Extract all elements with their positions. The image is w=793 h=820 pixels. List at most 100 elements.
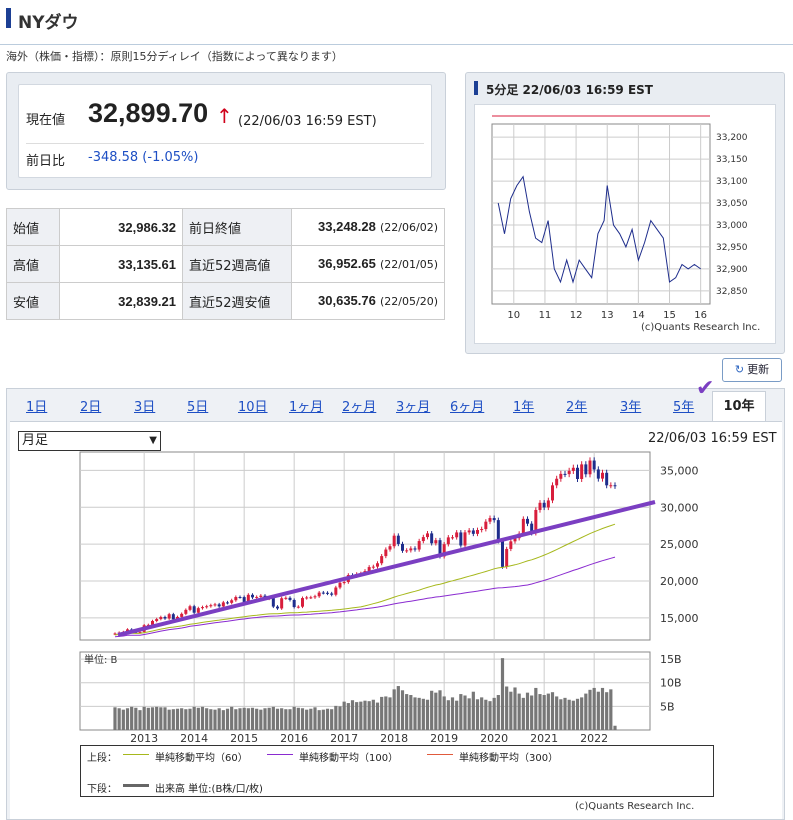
- volume-bar: [513, 687, 517, 730]
- candle-body: [405, 550, 409, 552]
- volume-bar: [317, 710, 321, 730]
- candle-body: [371, 566, 375, 568]
- volume-bar: [446, 700, 450, 730]
- candle-body: [205, 606, 209, 608]
- stat-number: 36,952.65: [318, 256, 376, 271]
- candle-body: [584, 464, 588, 475]
- intraday-x-tick: 11: [539, 310, 552, 321]
- intraday-y-ticks: 33,200 33,150 33,100 33,050 33,000 32,950 32,9…: [716, 133, 748, 297]
- tab-5[interactable]: 1ヶ月: [289, 400, 324, 415]
- volume-bar: [417, 697, 421, 730]
- volume-bar: [346, 703, 350, 730]
- stat-value: 32,839.21: [59, 282, 183, 320]
- year-x-tick: 2014: [180, 732, 208, 745]
- volume-bar: [180, 708, 184, 730]
- volume-bar: [605, 692, 609, 730]
- candle-body: [592, 460, 596, 470]
- volume-bar: [367, 701, 371, 730]
- ma60-line: [114, 523, 616, 636]
- title-bar: [0, 0, 793, 45]
- candle-body: [326, 592, 329, 594]
- price-y-tick: 35,000: [660, 464, 699, 477]
- tab-1[interactable]: 2日: [80, 400, 102, 415]
- volume-bar: [321, 709, 325, 730]
- candle-body: [271, 598, 275, 607]
- volume-bar: [371, 699, 375, 730]
- tab-3[interactable]: 5日: [187, 400, 209, 415]
- ma100-line: [114, 556, 616, 638]
- volume-y-tick: 15B: [660, 653, 682, 666]
- year-x-tick: 2018: [380, 732, 408, 745]
- candle-body: [492, 518, 496, 521]
- candle-body: [309, 597, 313, 599]
- candle-body: [217, 604, 221, 607]
- tab-0[interactable]: 1日: [26, 400, 48, 415]
- volume-bar: [334, 705, 338, 730]
- tab-7[interactable]: 3ヶ月: [396, 400, 431, 415]
- tab-13-active[interactable]: 10年: [712, 391, 766, 422]
- tab-6[interactable]: 2ヶ月: [342, 400, 377, 415]
- chart-legend: 上段： 単純移動平均（60） 単純移動平均（100） 単純移動平均（300） 下…: [80, 745, 714, 797]
- volume-bar: [288, 709, 292, 730]
- intraday-credit: (c)Quants Research Inc.: [641, 322, 760, 333]
- legend-volume-swatch: [123, 784, 149, 787]
- intraday-y-tick: 33,000: [716, 221, 748, 231]
- volume-bar: [309, 708, 313, 730]
- volume-bar: [505, 686, 509, 730]
- candle-body: [284, 597, 288, 599]
- volume-bar: [171, 709, 175, 730]
- interval-select[interactable]: 月足 ▼: [18, 431, 161, 451]
- volume-bar: [134, 707, 138, 730]
- tab-4[interactable]: 10日: [238, 400, 268, 415]
- candle-body: [246, 594, 250, 602]
- candle-body: [538, 502, 542, 510]
- stat-date: (22/06/02): [380, 221, 438, 234]
- tab-8[interactable]: 6ヶ月: [450, 400, 485, 415]
- year-x-tick: 2021: [530, 732, 558, 745]
- volume-bar: [221, 710, 225, 730]
- volume-bar: [330, 709, 334, 730]
- candle-body: [213, 604, 217, 606]
- tab-10[interactable]: 2年: [566, 400, 588, 415]
- volume-bar: [167, 709, 171, 730]
- tab-2[interactable]: 3日: [134, 400, 156, 415]
- tab-11[interactable]: 3年: [620, 400, 642, 415]
- candle-body: [596, 469, 600, 479]
- candle-body: [580, 464, 584, 479]
- candle-body: [305, 597, 309, 599]
- legend-ma60: 単純移動平均（60）: [155, 753, 248, 764]
- volume-bar: [305, 709, 309, 730]
- price-y-tick: 20,000: [660, 575, 699, 588]
- volume-bar: [230, 706, 234, 730]
- candle-body: [159, 616, 163, 620]
- candle-body: [180, 613, 184, 617]
- candle-body: [446, 537, 450, 545]
- candle-body: [471, 530, 475, 534]
- candle-body: [488, 518, 492, 522]
- volume-bar: [196, 707, 200, 730]
- candle-body: [234, 597, 238, 601]
- stats-row: 始値 32,986.32 前日終値 33,248.28 (22/06/02): [6, 208, 445, 246]
- tab-9[interactable]: 1年: [513, 400, 535, 415]
- refresh-icon: ↻: [734, 363, 745, 376]
- volume-bar: [121, 709, 125, 730]
- candle-body: [259, 595, 263, 597]
- candle-body: [513, 538, 517, 542]
- volume-bar: [313, 707, 317, 730]
- year-x-ticks: 2013 2014 2015 2016 2017 2018 2019 2020 2021 2022: [130, 732, 608, 745]
- stats-table: 始値 32,986.32 前日終値 33,248.28 (22/06/02) 高…: [6, 208, 445, 320]
- candle-body: [209, 605, 213, 607]
- tab-12[interactable]: 5年: [673, 400, 695, 415]
- candle-body: [505, 548, 509, 567]
- year-x-tick: 2013: [130, 732, 158, 745]
- volume-bar: [375, 702, 380, 730]
- volume-bar: [255, 708, 259, 730]
- candle-body: [609, 485, 613, 487]
- volume-bar: [509, 691, 513, 730]
- volume-bar: [205, 708, 209, 730]
- volume-bar: [284, 709, 288, 730]
- volume-bar: [546, 693, 550, 730]
- refresh-button[interactable]: ↻ 更新: [722, 358, 782, 382]
- candle-body: [196, 608, 200, 613]
- main-credit: (c)Quants Research Inc.: [575, 801, 695, 812]
